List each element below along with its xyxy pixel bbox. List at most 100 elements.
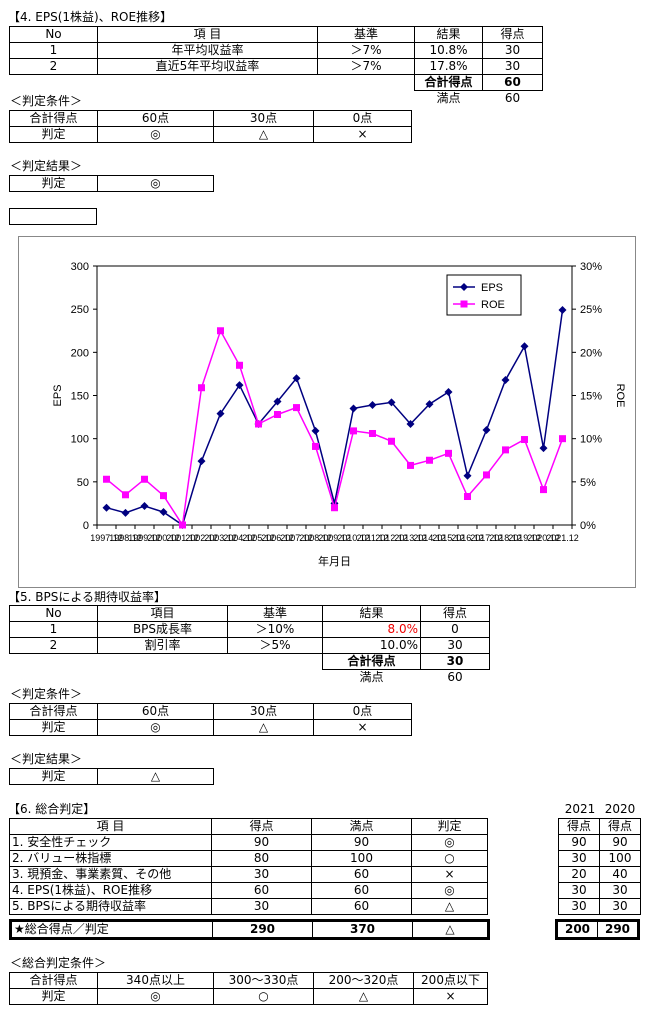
roe-point: [217, 327, 224, 335]
cell-score: 30: [211, 898, 312, 915]
total-judgement-row: ★総合得点／判定 290 370 △: [9, 919, 490, 940]
cell-item: 直近5年平均収益率: [97, 58, 318, 75]
table-row: 1 年平均収益率 ＞7% 10.8% 30: [9, 42, 543, 59]
table-header-row: No 項目 基準 結果 得点: [9, 605, 490, 622]
y-tick-label: 300: [71, 261, 89, 273]
header-no: No: [9, 26, 98, 43]
eps-point: [539, 444, 548, 453]
eps-point: [102, 503, 111, 512]
cell-no: 1: [9, 42, 98, 59]
cell-judge: △: [411, 898, 488, 915]
criteria-cell: △: [213, 126, 314, 143]
history-cell: 30: [558, 898, 600, 915]
criteria-cell: 合計得点: [9, 703, 98, 720]
eps-point: [520, 342, 529, 351]
x-tick-label: 2021.12: [546, 533, 579, 543]
criteria-row: 合計得点 60点 30点 0点: [9, 703, 412, 720]
criteria-cell: △: [213, 719, 314, 736]
criteria-cell: 200点以下: [413, 972, 488, 989]
max-row: 満点 60: [10, 670, 490, 686]
cell-score: 60: [211, 882, 312, 899]
total-score: 60: [482, 74, 543, 91]
eps-point: [425, 400, 434, 409]
criteria-cell: 判定: [9, 988, 98, 1005]
x-tick-label: 2003.12: [204, 533, 237, 543]
x-tick-label: 2002.12: [185, 533, 218, 543]
roe-point: [388, 437, 395, 445]
x-tick-label: 2013.12: [394, 533, 427, 543]
criteria-cell: 60点: [97, 110, 214, 127]
result5-table: 判定 △: [9, 768, 214, 785]
header-standard: 基準: [227, 605, 323, 622]
x-tick-label: 2020.12: [527, 533, 560, 543]
eps-point: [311, 426, 320, 435]
legend-label: ROE: [481, 299, 505, 311]
cell-no: 1: [9, 621, 98, 638]
criteria-cell: 0点: [313, 703, 412, 720]
criteria-row: 合計得点 60点 30点 0点: [9, 110, 412, 127]
eps-point: [159, 508, 168, 517]
cell-max: 60: [311, 898, 412, 915]
criteria-cell: 340点以上: [97, 972, 214, 989]
table-row: 2 割引率 ＞5% 10.0% 30: [9, 637, 490, 654]
result-label: 判定: [9, 768, 98, 785]
total-score: 30: [420, 653, 490, 670]
table-row: 4. EPS(1株益)、ROE推移 60 60 ◎: [9, 882, 488, 899]
criteria-row: 判定 ◎ ○ △ ×: [9, 988, 488, 1005]
criteria-cell: 30点: [213, 110, 314, 127]
roe-point: [502, 446, 509, 454]
total-row: 合計得点 60: [10, 74, 543, 91]
cell-result: 17.8%: [414, 58, 483, 75]
eps-point: [387, 398, 396, 407]
cell-judge: ◎: [411, 882, 488, 899]
roe-point: [141, 475, 148, 483]
cell-judge: ◎: [411, 834, 488, 851]
header-item: 項 目: [97, 26, 318, 43]
cell-item: 1. 安全性チェック: [9, 834, 212, 851]
blank-box: [9, 208, 97, 225]
x-tick-label: 2006.12: [261, 533, 294, 543]
roe-point: [464, 493, 471, 501]
eps-point: [197, 457, 206, 466]
eps-point: [463, 471, 472, 480]
result-value: △: [97, 768, 214, 785]
cell-standard: ＞10%: [227, 621, 323, 638]
roe-point: [331, 504, 338, 512]
roe-point: [160, 492, 167, 500]
history-header: 得点 得点: [558, 818, 641, 835]
cell-score: 90: [211, 834, 312, 851]
x-tick-label: 2001.12: [166, 533, 199, 543]
history-header-cell: 得点: [599, 818, 641, 835]
cell-judge: ×: [411, 866, 488, 883]
y-tick-label: 100: [71, 434, 89, 446]
max-score: 60: [447, 670, 463, 684]
history-cell: 30: [599, 882, 641, 899]
header-score: 得点: [211, 818, 312, 835]
eps-point: [501, 375, 510, 384]
x-tick-label: 2012.12: [375, 533, 408, 543]
roe-point: [521, 436, 528, 444]
history-total-2020: 290: [597, 920, 639, 939]
criteria-row: 合計得点 340点以上 300～330点 200～320点 200点以下: [9, 972, 488, 989]
table-row: 2 直近5年平均収益率 ＞7% 17.8% 30: [9, 58, 543, 75]
cell-score: 30: [211, 866, 312, 883]
criteria-row: 判定 ◎ △ ×: [9, 719, 412, 736]
x-tick-label: 2019.12: [508, 533, 541, 543]
table-row: 1. 安全性チェック 90 90 ◎: [9, 834, 488, 851]
legend-box: [446, 274, 522, 316]
criteria-cell: ×: [413, 988, 488, 1005]
history-cell: 90: [558, 834, 600, 851]
roe-point: [179, 521, 186, 529]
result-label: 判定: [9, 175, 98, 192]
eps-point: [140, 502, 149, 511]
cell-standard: ＞7%: [317, 42, 415, 59]
criteria-cell: 30点: [213, 703, 314, 720]
criteria-cell: 60点: [97, 703, 214, 720]
y2-tick-label: 25%: [580, 304, 602, 316]
roe-point: [293, 404, 300, 412]
x-tick-label: 2017.12: [470, 533, 503, 543]
total-label: 合計得点: [414, 74, 483, 91]
header-judge: 判定: [411, 818, 488, 835]
header-score: 得点: [420, 605, 490, 622]
roe-point: [198, 384, 205, 392]
